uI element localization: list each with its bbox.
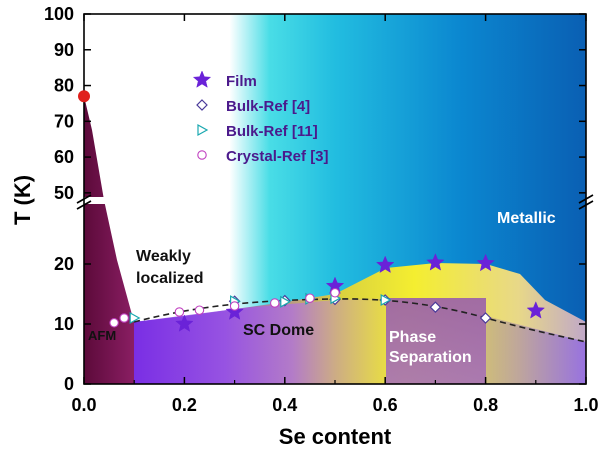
crystal-ref-3-point: [270, 298, 280, 308]
region-label-metallic: Metallic: [497, 210, 556, 227]
y-axis-break-marker: [76, 194, 594, 210]
phase-regions: [84, 14, 586, 384]
crystal-ref-3-point: [174, 307, 185, 317]
legend-label: Bulk-Ref [11]: [226, 123, 318, 140]
y-axis-ticks: 0 10 20 50 60 70 80 90 100: [44, 4, 586, 394]
legend: Film Bulk-Ref [4] Bulk-Ref [11] Crystal-Ref…: [192, 70, 329, 165]
legend-label: Film: [226, 73, 257, 90]
data-markers: [78, 90, 546, 332]
crystal-ref-3-point: [305, 293, 315, 303]
crystal-ref-3-point: [119, 313, 129, 323]
marker-point: [78, 90, 90, 103]
region-label-sc-dome: SC Dome: [243, 322, 314, 339]
bulk-ref-4-point: [429, 301, 442, 314]
legend-marker: [192, 70, 212, 88]
bulk-ref-11-point: [280, 295, 292, 308]
afm-region: [84, 96, 134, 384]
y-tick-label: 20: [54, 254, 74, 274]
crystal-ref-3-point: [194, 305, 205, 315]
y-tick-label: 60: [54, 147, 74, 167]
film-point: [526, 301, 546, 319]
sc-dome-boundary: [133, 298, 587, 343]
film-point: [175, 314, 194, 332]
x-tick-label: 0.4: [272, 395, 297, 415]
film-point: [476, 253, 495, 272]
bulk-ref-11-point: [129, 311, 141, 325]
y-tick-label: 90: [54, 40, 74, 60]
legend-marker: [197, 150, 207, 160]
crystal-ref-3-point: [330, 288, 340, 298]
legend-marker: [197, 123, 209, 137]
crystal-ref-3-point: [229, 301, 240, 311]
region-label-afm: AFM: [88, 328, 116, 343]
x-tick-label: 0.6: [373, 395, 398, 415]
region-label-weakly-localized: Weakly localized: [136, 248, 204, 287]
x-tick-label: 0.0: [71, 395, 96, 415]
crystal-ref-3-point: [109, 318, 119, 328]
legend-label: Crystal-Ref [3]: [226, 148, 329, 165]
x-axis-ticks: 0.0 0.2 0.4 0.6 0.8 1.0: [71, 14, 599, 415]
x-axis-label: Se content: [279, 424, 392, 449]
y-tick-label: 80: [54, 76, 74, 96]
y-tick-label: 10: [54, 314, 74, 334]
y-tick-label: 70: [54, 111, 74, 131]
y-axis-label: T (K): [10, 175, 35, 225]
bulk-ref-4-point: [479, 312, 492, 324]
x-tick-label: 1.0: [573, 395, 598, 415]
legend-marker: [196, 99, 208, 111]
x-tick-label: 0.2: [172, 395, 197, 415]
y-tick-label: 100: [44, 4, 74, 24]
film-point: [426, 253, 445, 271]
region-label-phase-separation: Phase Separation: [389, 329, 472, 366]
film-point: [225, 302, 244, 320]
bulk-ref-11-point: [380, 293, 392, 307]
x-tick-label: 0.8: [473, 395, 498, 415]
y-tick-label: 50: [54, 183, 74, 203]
afm-break-band: [84, 197, 114, 204]
y-tick-label: 0: [64, 374, 74, 394]
legend-label: Bulk-Ref [4]: [226, 98, 310, 115]
film-point: [375, 255, 395, 274]
